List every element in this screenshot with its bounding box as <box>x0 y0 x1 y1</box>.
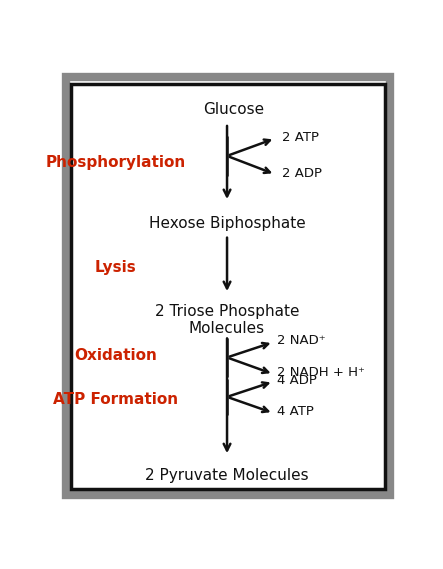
Text: Hexose Biphosphate: Hexose Biphosphate <box>149 216 305 232</box>
Text: 2 NAD⁺: 2 NAD⁺ <box>277 335 326 347</box>
Text: Lysis: Lysis <box>95 260 136 275</box>
Text: Oxidation: Oxidation <box>74 348 157 363</box>
FancyBboxPatch shape <box>71 84 385 489</box>
Text: Phosphorylation: Phosphorylation <box>45 155 186 170</box>
Text: 2 ATP: 2 ATP <box>282 130 319 143</box>
Text: 4 ATP: 4 ATP <box>277 405 314 418</box>
Text: 2 Pyruvate Molecules: 2 Pyruvate Molecules <box>145 468 309 483</box>
Text: 2 Triose Phosphate
Molecules: 2 Triose Phosphate Molecules <box>155 304 299 336</box>
Text: 2 ADP: 2 ADP <box>282 167 322 180</box>
FancyBboxPatch shape <box>66 77 390 496</box>
Text: 2 NADH + H⁺: 2 NADH + H⁺ <box>277 366 365 380</box>
Text: 4 ADP: 4 ADP <box>277 374 317 387</box>
Text: ATP Formation: ATP Formation <box>53 391 178 407</box>
Text: Glucose: Glucose <box>203 102 264 117</box>
